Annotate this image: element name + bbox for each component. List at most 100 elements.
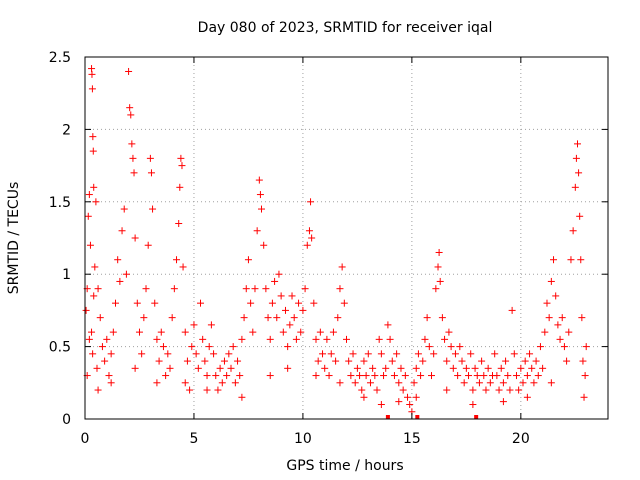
data-point [88, 70, 96, 78]
data-point [523, 372, 531, 380]
data-point [412, 364, 420, 372]
data-point [581, 372, 589, 380]
data-point [414, 350, 422, 358]
data-point [578, 314, 586, 322]
data-point [271, 277, 279, 285]
data-point [299, 306, 307, 314]
y-tick-label: 0.5 [49, 340, 71, 356]
data-point [579, 357, 587, 365]
data-point [435, 248, 443, 256]
data-point [308, 234, 316, 242]
data-point [506, 386, 514, 394]
data-point [127, 111, 135, 119]
data-point [307, 198, 315, 206]
data-point [526, 350, 534, 358]
data-point [371, 372, 379, 380]
data-point [105, 372, 113, 380]
data-point [449, 364, 457, 372]
data-points [82, 65, 590, 416]
data-point [554, 321, 562, 329]
data-point [358, 386, 366, 394]
data-point [218, 379, 226, 387]
data-point [118, 227, 126, 235]
data-point [347, 372, 355, 380]
data-point [203, 372, 211, 380]
data-point [547, 379, 555, 387]
data-point [135, 328, 143, 336]
data-point [162, 372, 170, 380]
data-point [399, 386, 407, 394]
data-point [343, 335, 350, 343]
data-point [484, 364, 492, 372]
data-point [220, 357, 228, 365]
data-point [101, 357, 109, 365]
data-point [451, 350, 459, 358]
data-point [545, 314, 553, 322]
data-point [577, 256, 585, 264]
data-point [316, 328, 324, 336]
data-point [552, 292, 560, 300]
chart-title: Day 080 of 2023, SRMTID for receiver iqa… [198, 20, 493, 36]
data-point [199, 335, 207, 343]
data-point [205, 343, 213, 351]
data-point [176, 183, 184, 191]
data-point [144, 241, 152, 249]
data-point [395, 379, 403, 387]
data-point [203, 386, 211, 394]
data-point [286, 321, 294, 329]
data-point [231, 379, 239, 387]
data-point [469, 386, 477, 394]
data-point [534, 372, 542, 380]
data-point [240, 314, 248, 322]
data-point [196, 299, 204, 307]
data-point [419, 357, 427, 365]
data-point [258, 205, 266, 213]
data-point [149, 205, 157, 213]
data-point [107, 350, 115, 358]
data-point [572, 154, 580, 162]
data-point [575, 169, 583, 177]
data-point [336, 285, 344, 293]
data-point [345, 357, 353, 365]
data-point [406, 401, 414, 409]
data-point [238, 335, 246, 343]
y-tick-label: 2 [62, 122, 71, 138]
data-point [114, 256, 122, 264]
data-point [512, 372, 520, 380]
data-point [92, 198, 100, 206]
data-point [210, 350, 218, 358]
data-point [445, 328, 453, 336]
data-point [227, 364, 235, 372]
data-point [90, 183, 98, 191]
data-point [133, 299, 141, 307]
data-point [93, 364, 101, 372]
data-point [170, 285, 178, 293]
data-point [327, 350, 335, 358]
data-point [157, 328, 165, 336]
data-point [377, 401, 385, 409]
data-point [277, 292, 285, 300]
x-axis-ticks: 0 5 10 15 20 [81, 57, 530, 447]
data-point [236, 372, 244, 380]
data-point [338, 263, 346, 271]
data-point [504, 372, 512, 380]
data-point [223, 372, 231, 380]
data-point [543, 299, 551, 307]
data-point [412, 393, 420, 401]
data-point [443, 357, 451, 365]
data-point [515, 386, 523, 394]
data-point [85, 191, 93, 199]
data-point [532, 357, 540, 365]
data-point [536, 343, 544, 351]
data-point [425, 343, 433, 351]
x-tick-label: 20 [512, 431, 530, 447]
data-point [560, 343, 568, 351]
data-point [312, 335, 320, 343]
data-point [462, 364, 470, 372]
data-point [382, 364, 390, 372]
x-axis-label: GPS time / hours [286, 458, 403, 474]
data-point [91, 263, 99, 271]
data-point [181, 328, 189, 336]
data-point [177, 154, 185, 162]
